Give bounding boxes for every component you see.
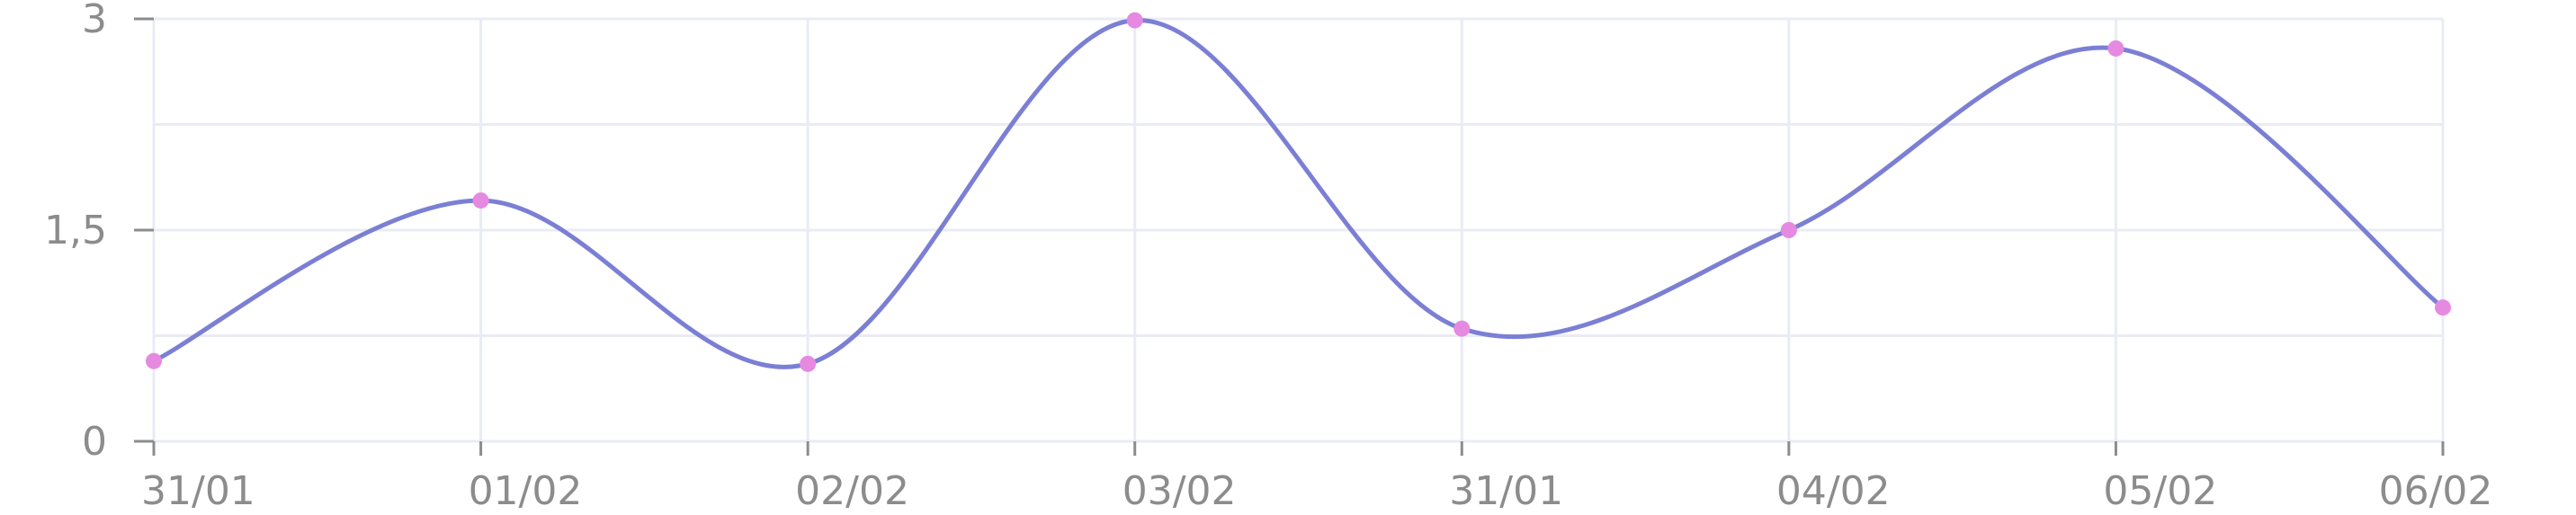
tick-labels: 0 1,5 3 31/01 01/02 02/02 03/02 31/01 04/02 05/02… [44,0,2492,514]
data-point [146,352,162,369]
axes [134,17,2445,456]
y-tick-label: 3 [82,0,107,42]
x-tick-label: 01/02 [469,468,583,514]
x-tick-label: 31/01 [1449,468,1563,514]
series-layer [151,18,2446,369]
x-tick-label: 05/02 [2103,468,2217,514]
y-tick-label: 1,5 [44,208,107,253]
x-tick-label: 03/02 [1123,468,1237,514]
points-layer [146,12,2451,372]
data-point [2435,299,2451,316]
x-tick-label: 04/02 [1776,468,1891,514]
data-point [1780,222,1797,238]
grid [152,17,2445,441]
data-point [1453,320,1471,337]
x-tick-label: 06/02 [2379,468,2493,514]
data-point [1126,12,1143,29]
data-point [800,355,817,372]
y-tick-label: 0 [82,419,107,465]
data-point [2107,40,2124,57]
x-tick-label: 02/02 [795,468,909,514]
series-line [151,18,2446,369]
x-tick-label: 31/01 [141,468,255,514]
data-point [472,192,489,209]
